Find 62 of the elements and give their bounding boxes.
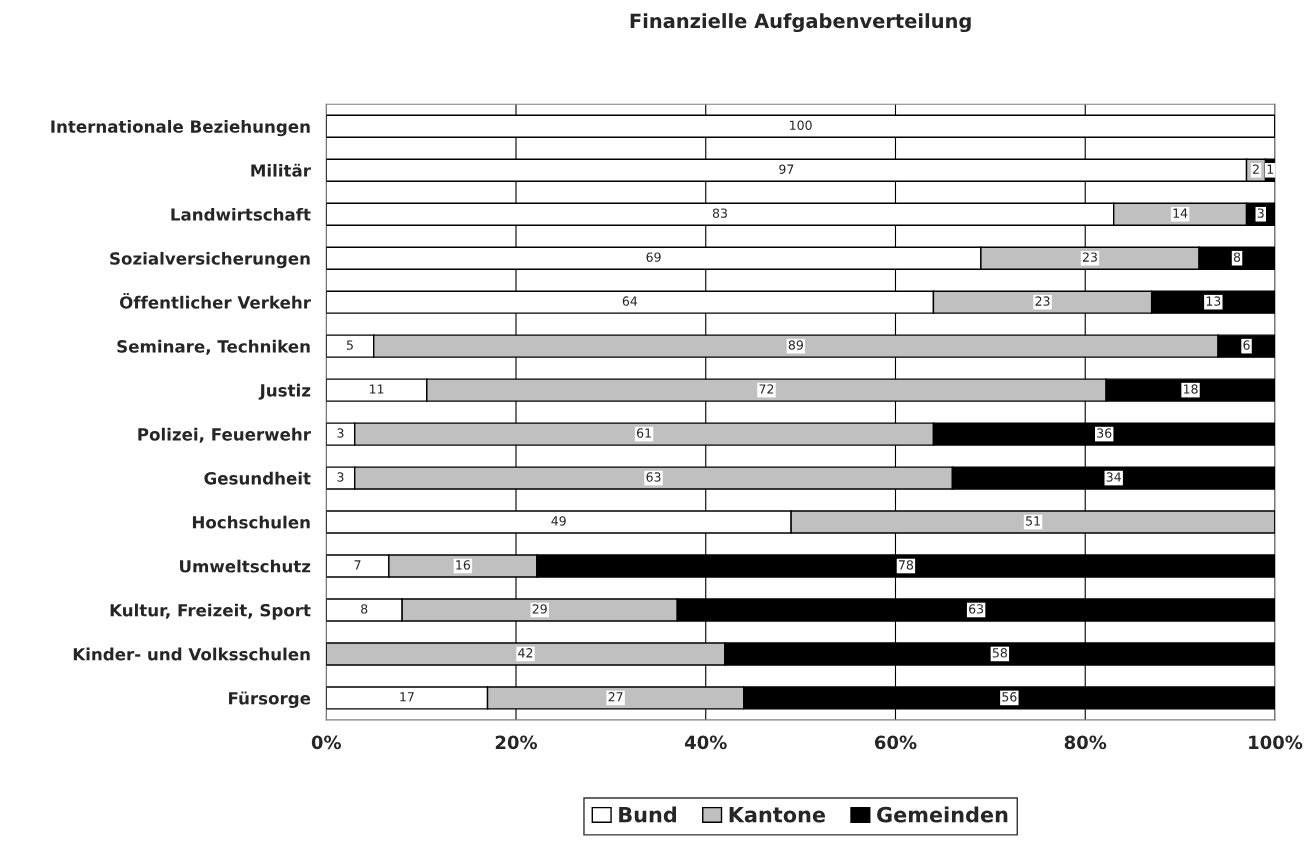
data-label: 18 [1183,384,1198,394]
data-label: 61 [637,428,651,438]
data-label: 3 [337,472,344,482]
x-tick-label: 60% [875,735,917,750]
data-label: 8 [361,604,368,614]
y-tick-label: Justiz [258,383,311,400]
y-tick-label: Sozialversicherungen [110,251,310,269]
data-label: 8 [1233,252,1241,262]
data-label: 56 [1002,692,1017,702]
legend-label: Gemeinden [877,806,1008,823]
data-label: 100 [790,120,812,130]
data-label: 97 [779,164,794,174]
legend-label: Bund [619,806,677,823]
data-label: 16 [456,560,471,570]
x-tick-label: 0% [311,735,341,750]
y-tick-label: Öffentlicher Verkehr [119,293,311,309]
data-label: 64 [622,296,638,306]
data-label: 7 [354,560,361,570]
data-label: 78 [899,560,914,570]
data-label: 11 [369,384,384,394]
x-tick-label: 20% [495,735,538,750]
data-label: 58 [992,648,1007,658]
data-label: 6 [1243,340,1250,350]
legend-label: Kantone [729,807,826,823]
data-label: 14 [1173,208,1188,218]
data-label: 2 [1252,164,1259,174]
data-label: 89 [788,340,803,350]
y-tick-label: Militär [251,163,311,177]
data-label: 83 [712,208,727,218]
data-label: 34 [1106,472,1121,482]
data-label: 27 [608,692,623,702]
data-label: 72 [759,384,774,394]
data-label: 23 [1082,252,1097,262]
x-tick-label: 80% [1064,735,1107,750]
data-label: 63 [969,604,984,614]
data-label: 13 [1206,296,1221,306]
data-label: 36 [1097,428,1112,438]
x-tick-label: 40% [684,735,727,750]
y-tick-label: Polizei, Feuerwehr [138,427,311,443]
data-label: 51 [1026,516,1040,526]
data-label: 49 [551,516,566,526]
y-tick-label: Gesundheit [204,471,311,485]
data-label: 23 [1035,296,1050,306]
y-tick-label: Umweltschutz [180,559,311,573]
data-label: 5 [346,340,353,350]
data-label: 29 [532,604,547,614]
data-label: 69 [646,252,661,262]
data-label: 17 [400,692,414,702]
data-label: 1 [1267,164,1274,174]
y-tick-label: Fürsorge [229,691,311,708]
y-tick-label: Kinder- und Volksschulen [73,647,310,661]
y-tick-label: Kultur, Freizeit, Sport [110,603,311,620]
chart-title: Finanzielle Aufgabenverteilung [630,13,971,33]
data-label: 63 [646,472,661,482]
y-tick-label: Seminare, Techniken [117,339,310,355]
y-tick-label: Hochschulen [192,515,310,529]
y-tick-label: Internationale Beziehungen [51,119,310,137]
data-label: 3 [1257,208,1264,218]
x-tick-label: 100% [1249,735,1303,750]
data-label: 42 [518,648,533,658]
y-tick-label: Landwirtschaft [171,207,311,221]
data-label: 3 [337,428,344,438]
